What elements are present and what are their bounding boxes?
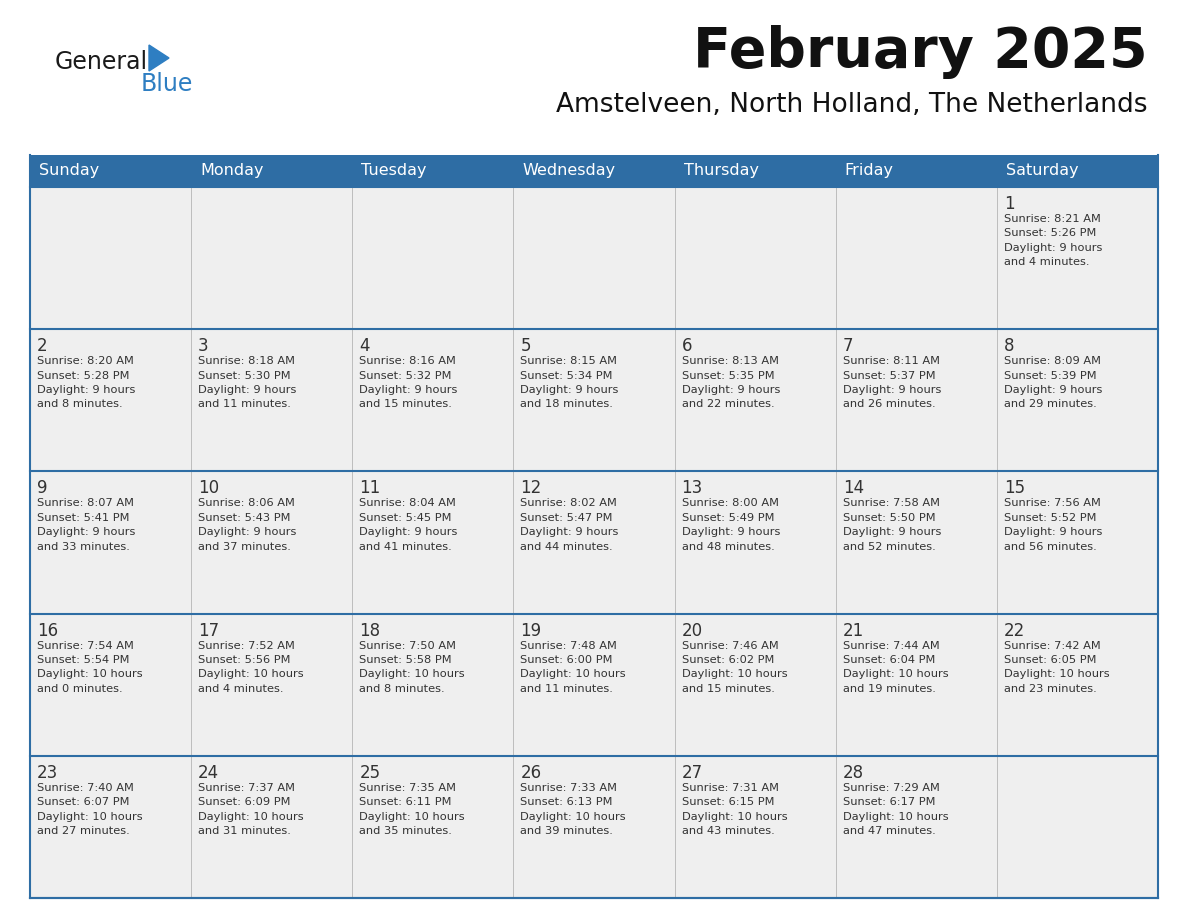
- Bar: [30, 613, 1158, 756]
- Text: Sunrise: 7:33 AM
Sunset: 6:13 PM
Daylight: 10 hours
and 39 minutes.: Sunrise: 7:33 AM Sunset: 6:13 PM Dayligh…: [520, 783, 626, 836]
- Text: Sunrise: 7:44 AM
Sunset: 6:04 PM
Daylight: 10 hours
and 19 minutes.: Sunrise: 7:44 AM Sunset: 6:04 PM Dayligh…: [842, 641, 948, 694]
- Text: 6: 6: [682, 337, 693, 355]
- Text: 11: 11: [359, 479, 380, 498]
- Text: 3: 3: [198, 337, 209, 355]
- Text: 13: 13: [682, 479, 703, 498]
- Text: 16: 16: [37, 621, 58, 640]
- Text: Sunrise: 7:37 AM
Sunset: 6:09 PM
Daylight: 10 hours
and 31 minutes.: Sunrise: 7:37 AM Sunset: 6:09 PM Dayligh…: [198, 783, 304, 836]
- Text: Sunrise: 8:18 AM
Sunset: 5:30 PM
Daylight: 9 hours
and 11 minutes.: Sunrise: 8:18 AM Sunset: 5:30 PM Dayligh…: [198, 356, 297, 409]
- Text: 12: 12: [520, 479, 542, 498]
- Text: 21: 21: [842, 621, 864, 640]
- Text: Sunrise: 7:42 AM
Sunset: 6:05 PM
Daylight: 10 hours
and 23 minutes.: Sunrise: 7:42 AM Sunset: 6:05 PM Dayligh…: [1004, 641, 1110, 694]
- Text: Sunrise: 7:52 AM
Sunset: 5:56 PM
Daylight: 10 hours
and 4 minutes.: Sunrise: 7:52 AM Sunset: 5:56 PM Dayligh…: [198, 641, 304, 694]
- Text: Sunday: Sunday: [39, 163, 100, 178]
- Text: Sunrise: 8:20 AM
Sunset: 5:28 PM
Daylight: 9 hours
and 8 minutes.: Sunrise: 8:20 AM Sunset: 5:28 PM Dayligh…: [37, 356, 135, 409]
- Text: Sunrise: 7:46 AM
Sunset: 6:02 PM
Daylight: 10 hours
and 15 minutes.: Sunrise: 7:46 AM Sunset: 6:02 PM Dayligh…: [682, 641, 788, 694]
- Text: Sunrise: 7:40 AM
Sunset: 6:07 PM
Daylight: 10 hours
and 27 minutes.: Sunrise: 7:40 AM Sunset: 6:07 PM Dayligh…: [37, 783, 143, 836]
- Text: Sunrise: 8:15 AM
Sunset: 5:34 PM
Daylight: 9 hours
and 18 minutes.: Sunrise: 8:15 AM Sunset: 5:34 PM Dayligh…: [520, 356, 619, 409]
- Text: 19: 19: [520, 621, 542, 640]
- Text: 7: 7: [842, 337, 853, 355]
- Text: 15: 15: [1004, 479, 1025, 498]
- Text: Sunrise: 8:04 AM
Sunset: 5:45 PM
Daylight: 9 hours
and 41 minutes.: Sunrise: 8:04 AM Sunset: 5:45 PM Dayligh…: [359, 498, 457, 552]
- Bar: [30, 155, 1158, 187]
- Text: Sunrise: 8:07 AM
Sunset: 5:41 PM
Daylight: 9 hours
and 33 minutes.: Sunrise: 8:07 AM Sunset: 5:41 PM Dayligh…: [37, 498, 135, 552]
- Text: 23: 23: [37, 764, 58, 782]
- Text: Blue: Blue: [141, 72, 194, 96]
- Text: Sunrise: 7:35 AM
Sunset: 6:11 PM
Daylight: 10 hours
and 35 minutes.: Sunrise: 7:35 AM Sunset: 6:11 PM Dayligh…: [359, 783, 465, 836]
- Text: General: General: [55, 50, 148, 74]
- Text: 2: 2: [37, 337, 48, 355]
- Text: Sunrise: 8:00 AM
Sunset: 5:49 PM
Daylight: 9 hours
and 48 minutes.: Sunrise: 8:00 AM Sunset: 5:49 PM Dayligh…: [682, 498, 781, 552]
- Bar: [30, 472, 1158, 613]
- Text: Sunrise: 7:31 AM
Sunset: 6:15 PM
Daylight: 10 hours
and 43 minutes.: Sunrise: 7:31 AM Sunset: 6:15 PM Dayligh…: [682, 783, 788, 836]
- Text: 8: 8: [1004, 337, 1015, 355]
- Text: Sunrise: 8:11 AM
Sunset: 5:37 PM
Daylight: 9 hours
and 26 minutes.: Sunrise: 8:11 AM Sunset: 5:37 PM Dayligh…: [842, 356, 941, 409]
- Text: 14: 14: [842, 479, 864, 498]
- Text: 18: 18: [359, 621, 380, 640]
- Text: 10: 10: [198, 479, 220, 498]
- Text: Sunrise: 7:54 AM
Sunset: 5:54 PM
Daylight: 10 hours
and 0 minutes.: Sunrise: 7:54 AM Sunset: 5:54 PM Dayligh…: [37, 641, 143, 694]
- Text: 22: 22: [1004, 621, 1025, 640]
- Text: 25: 25: [359, 764, 380, 782]
- Text: Sunrise: 7:48 AM
Sunset: 6:00 PM
Daylight: 10 hours
and 11 minutes.: Sunrise: 7:48 AM Sunset: 6:00 PM Dayligh…: [520, 641, 626, 694]
- Text: Sunrise: 8:21 AM
Sunset: 5:26 PM
Daylight: 9 hours
and 4 minutes.: Sunrise: 8:21 AM Sunset: 5:26 PM Dayligh…: [1004, 214, 1102, 267]
- Text: 24: 24: [198, 764, 220, 782]
- Text: 17: 17: [198, 621, 220, 640]
- Text: Tuesday: Tuesday: [361, 163, 426, 178]
- Text: 9: 9: [37, 479, 48, 498]
- Bar: [30, 330, 1158, 472]
- Text: Sunrise: 7:58 AM
Sunset: 5:50 PM
Daylight: 9 hours
and 52 minutes.: Sunrise: 7:58 AM Sunset: 5:50 PM Dayligh…: [842, 498, 941, 552]
- Text: 26: 26: [520, 764, 542, 782]
- Bar: [30, 756, 1158, 898]
- Polygon shape: [148, 45, 169, 71]
- Text: Sunrise: 8:06 AM
Sunset: 5:43 PM
Daylight: 9 hours
and 37 minutes.: Sunrise: 8:06 AM Sunset: 5:43 PM Dayligh…: [198, 498, 297, 552]
- Text: Monday: Monday: [200, 163, 264, 178]
- Text: Sunrise: 8:13 AM
Sunset: 5:35 PM
Daylight: 9 hours
and 22 minutes.: Sunrise: 8:13 AM Sunset: 5:35 PM Dayligh…: [682, 356, 781, 409]
- Text: Thursday: Thursday: [683, 163, 759, 178]
- Text: 4: 4: [359, 337, 369, 355]
- Text: Sunrise: 7:29 AM
Sunset: 6:17 PM
Daylight: 10 hours
and 47 minutes.: Sunrise: 7:29 AM Sunset: 6:17 PM Dayligh…: [842, 783, 948, 836]
- Bar: [30, 187, 1158, 330]
- Text: Wednesday: Wednesday: [523, 163, 615, 178]
- Text: 20: 20: [682, 621, 702, 640]
- Text: 1: 1: [1004, 195, 1015, 213]
- Text: Sunrise: 7:50 AM
Sunset: 5:58 PM
Daylight: 10 hours
and 8 minutes.: Sunrise: 7:50 AM Sunset: 5:58 PM Dayligh…: [359, 641, 465, 694]
- Text: Saturday: Saturday: [1006, 163, 1079, 178]
- Text: 28: 28: [842, 764, 864, 782]
- Text: Amstelveen, North Holland, The Netherlands: Amstelveen, North Holland, The Netherlan…: [556, 92, 1148, 118]
- Text: Sunrise: 8:09 AM
Sunset: 5:39 PM
Daylight: 9 hours
and 29 minutes.: Sunrise: 8:09 AM Sunset: 5:39 PM Dayligh…: [1004, 356, 1102, 409]
- Text: Sunrise: 8:02 AM
Sunset: 5:47 PM
Daylight: 9 hours
and 44 minutes.: Sunrise: 8:02 AM Sunset: 5:47 PM Dayligh…: [520, 498, 619, 552]
- Text: Sunrise: 8:16 AM
Sunset: 5:32 PM
Daylight: 9 hours
and 15 minutes.: Sunrise: 8:16 AM Sunset: 5:32 PM Dayligh…: [359, 356, 457, 409]
- Text: 5: 5: [520, 337, 531, 355]
- Text: Friday: Friday: [845, 163, 893, 178]
- Text: February 2025: February 2025: [694, 25, 1148, 79]
- Text: Sunrise: 7:56 AM
Sunset: 5:52 PM
Daylight: 9 hours
and 56 minutes.: Sunrise: 7:56 AM Sunset: 5:52 PM Dayligh…: [1004, 498, 1102, 552]
- Text: 27: 27: [682, 764, 702, 782]
